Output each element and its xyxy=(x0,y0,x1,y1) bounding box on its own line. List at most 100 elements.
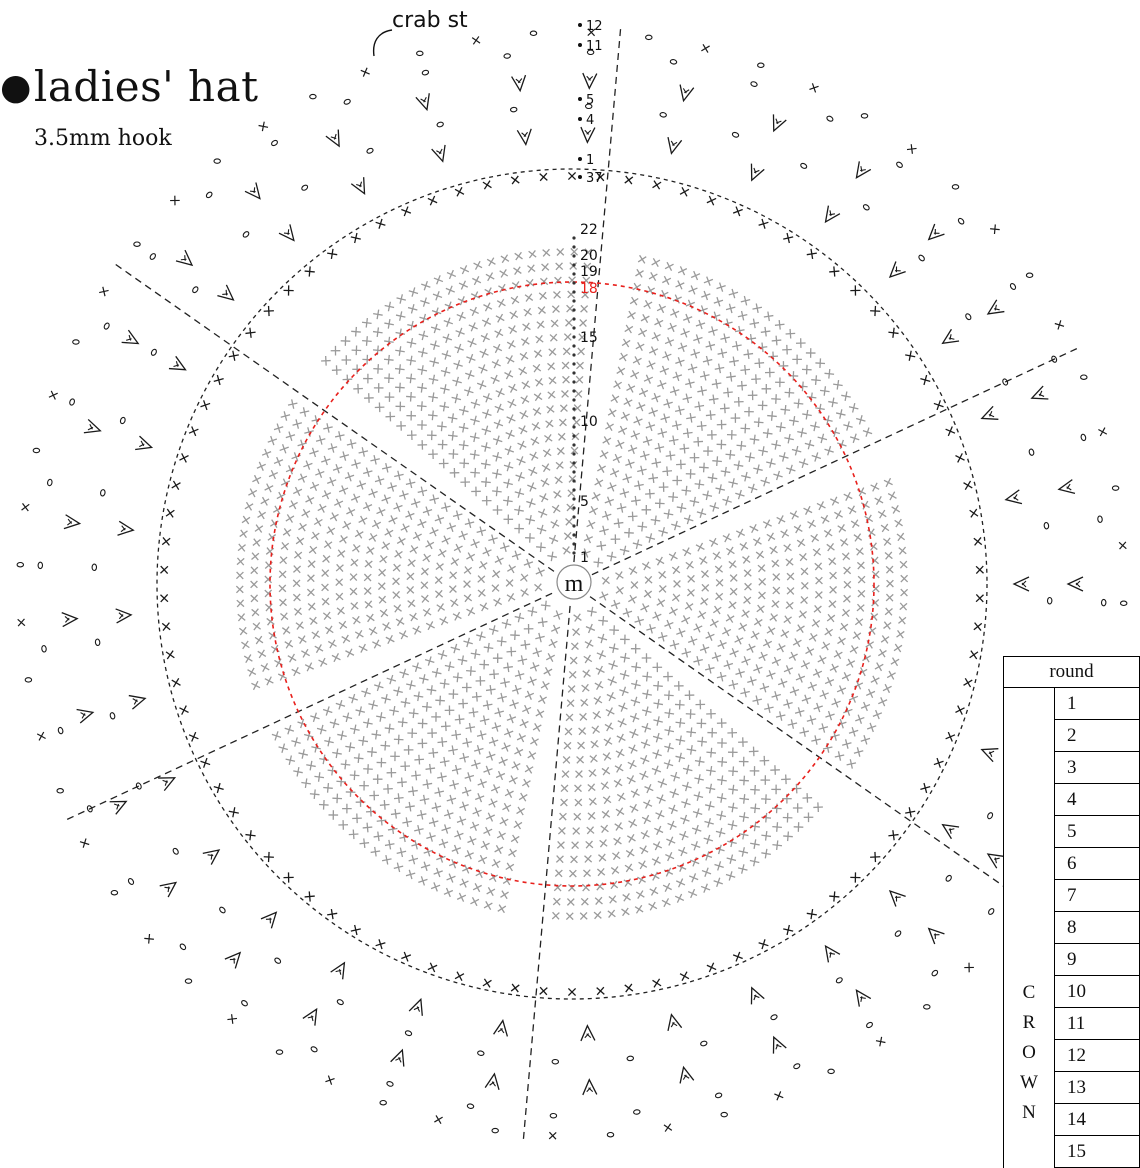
stitch-stroke xyxy=(637,890,644,900)
stitch-stroke xyxy=(774,691,779,701)
sc-stitch xyxy=(607,482,617,492)
sc-stitch xyxy=(651,458,662,468)
sc-stitch xyxy=(384,392,395,402)
sc-stitch xyxy=(413,691,424,702)
sc-stitch xyxy=(480,840,490,850)
sc-stitch xyxy=(890,657,900,667)
sc-stitch xyxy=(503,662,513,673)
stitch-stroke xyxy=(641,562,651,569)
stitch-stroke xyxy=(619,491,630,495)
sc-stitch xyxy=(408,708,419,719)
sc-stitch xyxy=(640,603,650,613)
stitch-stroke xyxy=(663,512,674,516)
brim-sc-stitch xyxy=(888,830,899,841)
sc-stitch xyxy=(657,631,668,642)
stitch-stroke xyxy=(664,882,671,892)
sc-stitch xyxy=(520,639,531,650)
sc-stitch xyxy=(758,446,768,456)
stitch-stroke xyxy=(764,775,766,785)
stitch-stroke xyxy=(774,765,776,775)
sc-stitch xyxy=(431,802,442,813)
brim-sc-stitch xyxy=(783,924,794,936)
stitch-stroke xyxy=(557,447,565,456)
sc-stitch xyxy=(518,425,528,435)
sc-stitch xyxy=(841,608,851,618)
stitch-stroke xyxy=(355,709,366,713)
stitch-stroke xyxy=(311,447,317,458)
stitch-stroke xyxy=(643,739,648,749)
stitch-stroke xyxy=(729,574,738,582)
stitch-stroke xyxy=(363,768,373,770)
sc-stitch xyxy=(612,851,621,861)
stitch-stroke xyxy=(543,668,553,675)
stitch-stroke xyxy=(372,641,382,647)
stitch-stroke xyxy=(728,291,739,296)
stitch-stroke xyxy=(388,392,391,402)
sc-stitch xyxy=(458,530,468,541)
sc-stitch xyxy=(614,822,624,831)
stitch-stroke xyxy=(254,636,264,644)
sc-stitch xyxy=(516,733,526,743)
sc-stitch xyxy=(519,351,529,361)
stitch-stroke xyxy=(383,494,389,504)
sc-stitch xyxy=(363,764,373,774)
brim-sc-stitch xyxy=(870,851,881,863)
sc-stitch xyxy=(665,450,676,461)
sc-stitch xyxy=(373,364,383,374)
sc-stitch xyxy=(857,575,866,584)
stitch-stroke xyxy=(539,524,544,535)
brim-sc-stitch xyxy=(454,971,465,981)
sc-stitch xyxy=(420,567,429,576)
stitch-stroke xyxy=(381,858,392,862)
stitch-stroke xyxy=(574,798,583,807)
stitch-stroke xyxy=(556,461,564,470)
sc-stitch xyxy=(676,502,687,513)
stitch-stroke xyxy=(510,984,520,992)
stitch-stroke xyxy=(459,296,465,306)
stitch-stroke xyxy=(615,441,625,448)
stitch-stroke xyxy=(764,848,768,859)
sc-stitch xyxy=(796,538,806,548)
sc-stitch xyxy=(717,738,727,748)
stitch-stroke xyxy=(399,294,404,304)
stitch-stroke xyxy=(800,567,809,576)
sc-stitch xyxy=(654,825,664,836)
stitch-stroke xyxy=(737,384,747,387)
sc-stitch xyxy=(561,361,570,370)
stitch-stroke xyxy=(755,551,765,559)
stitch-stroke xyxy=(514,615,525,620)
stitch-stroke xyxy=(327,526,334,536)
stitch-stroke xyxy=(837,525,847,532)
stitch-stroke xyxy=(849,436,860,441)
stitch-stroke xyxy=(466,386,471,397)
brim-sc-stitch xyxy=(850,285,861,296)
sc-stitch xyxy=(398,630,409,640)
brim-sc-stitch xyxy=(567,171,577,181)
sc-stitch xyxy=(829,585,838,594)
sc-stitch xyxy=(680,328,690,338)
stitch-stroke xyxy=(496,555,502,565)
stitch-stroke xyxy=(318,659,328,666)
stitch-stroke xyxy=(348,696,358,701)
sc-stitch xyxy=(681,647,692,658)
stitch-stroke xyxy=(280,612,289,621)
sc-stitch xyxy=(658,482,669,492)
sc-stitch xyxy=(464,386,474,397)
stitch-stroke xyxy=(554,869,563,878)
stitch-stroke xyxy=(532,421,540,431)
sc-stitch xyxy=(771,656,782,667)
sc-stitch xyxy=(332,748,342,759)
sc-stitch xyxy=(685,469,696,479)
stitch-stroke xyxy=(708,663,712,674)
sc-stitch xyxy=(540,478,550,487)
sc-stitch xyxy=(635,341,645,352)
stitch-stroke xyxy=(376,327,380,338)
stitch-stroke xyxy=(625,863,633,873)
sc-stitch xyxy=(725,871,736,881)
sc-stitch xyxy=(436,603,446,612)
sc-stitch xyxy=(482,409,492,419)
sc-stitch xyxy=(583,534,594,544)
sc-stitch xyxy=(340,759,351,770)
stitch-stroke xyxy=(728,600,736,610)
stitch-stroke xyxy=(474,467,477,478)
